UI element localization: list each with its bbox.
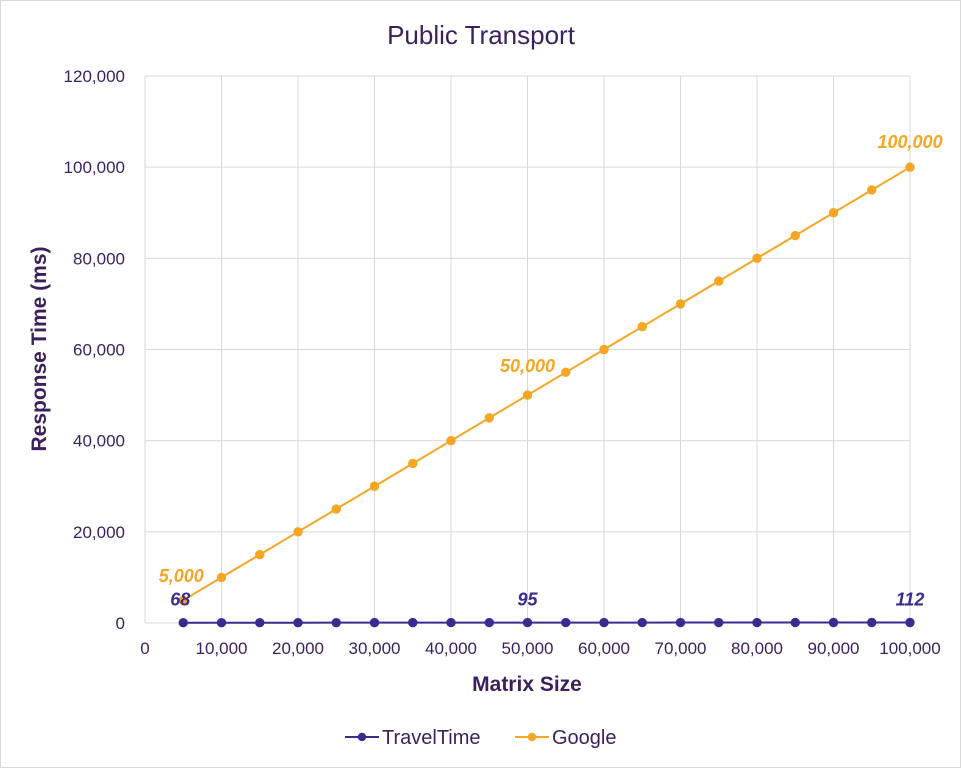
series-google: [178, 162, 915, 605]
data-point-google: [561, 367, 571, 377]
series-line-google: [182, 166, 911, 602]
data-point-traveltime: [675, 617, 686, 628]
data-point-traveltime: [216, 617, 227, 628]
data-point-traveltime: [867, 617, 877, 628]
data-point-google: [752, 253, 762, 264]
data-point-google: [484, 413, 494, 423]
data-point-traveltime: [714, 617, 724, 628]
y-tick-label: 80,000: [73, 249, 125, 268]
data-point-google: [522, 390, 533, 400]
data-label-traveltime: 95: [517, 590, 538, 610]
x-tick-label: 40,000: [425, 639, 477, 658]
data-point-google: [408, 458, 418, 469]
data-point-traveltime: [408, 617, 418, 628]
series-traveltime: [178, 617, 915, 628]
data-point-traveltime: [522, 617, 533, 628]
data-labels: 68 95 112 5,000 50,000 100,000: [159, 132, 943, 610]
data-point-google: [790, 230, 800, 241]
data-point-traveltime: [293, 617, 303, 628]
data-point-google: [369, 481, 380, 491]
y-tick-label: 0: [116, 614, 125, 633]
data-label-google: 50,000: [500, 356, 555, 376]
legend-item-traveltime: TravelTime: [345, 727, 481, 749]
x-tick-label: 30,000: [349, 639, 401, 658]
legend: TravelTime Google: [345, 727, 617, 749]
data-label-google: 100,000: [877, 132, 942, 152]
data-point-google: [446, 435, 456, 446]
y-axis-title: Response Time (ms): [28, 246, 51, 451]
data-point-google: [828, 208, 839, 218]
data-point-traveltime: [905, 617, 915, 628]
y-axis-ticks: 0 20,000 40,000 60,000 80,000 100,000 120,000: [64, 67, 125, 633]
data-point-traveltime: [178, 617, 188, 628]
data-point-google: [599, 344, 609, 355]
x-tick-label: 90,000: [808, 639, 860, 658]
data-point-google: [178, 595, 188, 605]
data-point-google: [216, 572, 227, 583]
data-point-google: [905, 162, 915, 172]
legend-marker: [527, 732, 537, 742]
data-point-traveltime: [599, 617, 609, 628]
legend-item-google: Google: [515, 727, 617, 749]
x-tick-label: 20,000: [272, 639, 324, 658]
legend-label: TravelTime: [382, 727, 481, 749]
data-label-traveltime: 112: [896, 589, 925, 609]
x-tick-label: 60,000: [578, 639, 630, 658]
data-point-google: [714, 276, 724, 286]
x-tick-label: 100,000: [879, 639, 940, 658]
data-label-traveltime: 68: [170, 590, 190, 610]
data-point-google: [867, 185, 877, 195]
y-tick-label: 100,000: [64, 158, 125, 177]
legend-marker: [357, 732, 367, 742]
data-point-traveltime: [828, 617, 839, 628]
y-tick-label: 60,000: [73, 341, 125, 360]
data-point-google: [675, 299, 686, 309]
y-tick-label: 120,000: [64, 67, 125, 86]
y-tick-label: 20,000: [73, 523, 125, 542]
data-point-traveltime: [790, 617, 800, 628]
x-tick-label: 80,000: [731, 639, 783, 658]
data-point-google: [255, 549, 265, 560]
x-axis-ticks: 0 10,000 20,000 30,000 40,000 50,000 60,000 70,…: [140, 639, 940, 658]
x-tick-label: 10,000: [196, 639, 248, 658]
data-point-traveltime: [561, 617, 571, 628]
data-point-traveltime: [446, 617, 456, 628]
data-point-google: [637, 322, 647, 332]
series-layer: [178, 162, 915, 628]
data-point-traveltime: [255, 617, 265, 628]
x-axis-title: Matrix Size: [472, 673, 582, 696]
x-tick-label: 0: [140, 639, 149, 658]
data-point-google: [293, 527, 303, 537]
x-tick-label: 50,000: [502, 639, 554, 658]
legend-label: Google: [552, 727, 617, 749]
data-point-traveltime: [331, 617, 341, 628]
gridlines: [144, 75, 911, 624]
data-point-google: [331, 504, 341, 514]
data-point-traveltime: [637, 617, 647, 628]
data-point-traveltime: [369, 617, 380, 628]
y-tick-label: 40,000: [73, 432, 125, 451]
chart-title: Public Transport: [387, 20, 576, 50]
data-point-traveltime: [752, 617, 762, 628]
data-label-google: 5,000: [159, 566, 204, 586]
x-tick-label: 70,000: [655, 639, 707, 658]
data-point-traveltime: [484, 617, 494, 628]
